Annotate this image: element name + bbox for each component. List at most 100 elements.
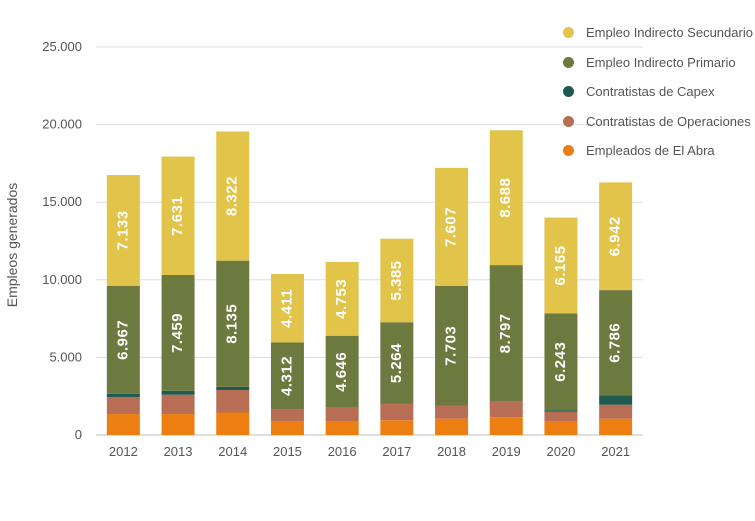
legend-item: Empleo Indirecto Primario xyxy=(563,48,753,78)
bar-segment xyxy=(161,394,195,415)
bar-segment xyxy=(106,175,140,286)
bar-segment xyxy=(106,393,140,397)
bar-segment xyxy=(380,238,414,323)
data-label: 4.312 xyxy=(278,356,295,396)
y-axis-title: Empleos generados xyxy=(4,183,20,308)
legend-swatch xyxy=(563,27,574,39)
data-label: 7.631 xyxy=(169,196,186,236)
bar-segment xyxy=(599,395,633,405)
bar-segment xyxy=(270,421,304,435)
bar-segment xyxy=(216,412,250,435)
bar-segment xyxy=(489,130,523,266)
bar-segment xyxy=(544,421,578,435)
bar-segment xyxy=(106,285,140,394)
x-tick-label: 2016 xyxy=(328,444,357,459)
legend-label: Empleo Indirecto Secundario xyxy=(586,25,753,41)
y-tick-label: 15.000 xyxy=(42,194,82,209)
x-tick-label: 2013 xyxy=(164,444,193,459)
bar-segment xyxy=(325,335,359,408)
bar-segment xyxy=(435,418,469,435)
x-tick-label: 2015 xyxy=(273,444,302,459)
data-label: 8.688 xyxy=(497,178,514,218)
bar-segment xyxy=(325,407,359,422)
data-label: 6.942 xyxy=(607,216,624,256)
data-label: 5.264 xyxy=(388,343,405,383)
bar-segment xyxy=(270,409,304,422)
data-label: 4.646 xyxy=(333,352,350,392)
bar-segment xyxy=(544,410,578,412)
bar-segment xyxy=(544,411,578,422)
bar-segment xyxy=(435,405,469,419)
bar-segment xyxy=(489,265,523,402)
x-tick-label: 2017 xyxy=(382,444,411,459)
bar-segment xyxy=(380,420,414,435)
bar-segment xyxy=(216,131,250,261)
x-tick-label: 2014 xyxy=(218,444,247,459)
x-tick-label: 2020 xyxy=(546,444,575,459)
y-tick-label: 10.000 xyxy=(42,272,82,287)
legend-item: Contratistas de Capex xyxy=(563,77,753,107)
legend-label: Contratistas de Operaciones xyxy=(586,113,751,129)
bar-segment xyxy=(380,322,414,404)
data-label: 6.967 xyxy=(114,320,131,360)
data-label: 7.703 xyxy=(443,326,460,366)
data-label: 6.243 xyxy=(552,342,569,382)
bars: 6.967 7.133 7.459 7.631 8.135 8.322 4.312 4.411… xyxy=(106,130,633,435)
legend-label: Contratistas de Capex xyxy=(586,84,715,100)
bar-segment xyxy=(216,386,250,390)
data-label: 7.459 xyxy=(169,313,186,353)
bar-segment xyxy=(161,275,195,391)
data-label: 8.135 xyxy=(224,304,241,344)
legend-swatch xyxy=(563,56,574,68)
x-tick-label: 2019 xyxy=(492,444,521,459)
x-tick-label: 2021 xyxy=(601,444,630,459)
data-label: 4.411 xyxy=(278,289,295,328)
bar-segment xyxy=(216,389,250,413)
bar-segment xyxy=(325,261,359,336)
bar-segment xyxy=(106,414,140,435)
bar-segment xyxy=(270,342,304,410)
x-axis: 2012 2013 2014 2015 2016 2017 2018 2019 2020 2021 xyxy=(109,444,630,459)
y-axis: 0 5.000 10.000 15.000 20.000 25.000 xyxy=(42,39,82,442)
data-label: 7.133 xyxy=(114,210,131,250)
bar-segment xyxy=(106,396,140,415)
bar-segment xyxy=(599,290,633,396)
bar-segment xyxy=(599,182,633,291)
y-tick-label: 25.000 xyxy=(42,39,82,54)
bar-segment xyxy=(544,313,578,411)
legend-label: Empleados de El Abra xyxy=(586,143,715,159)
y-tick-label: 20.000 xyxy=(42,117,82,132)
bar-segment xyxy=(380,403,414,421)
legend-item: Empleados de El Abra xyxy=(563,136,753,166)
bar-segment xyxy=(435,167,469,286)
bar-segment xyxy=(270,274,304,343)
legend-swatch xyxy=(563,145,574,157)
bar-segment xyxy=(599,404,633,419)
bar-segment xyxy=(161,414,195,435)
bar-segment xyxy=(161,156,195,276)
bar-segment xyxy=(544,217,578,314)
bar-segment xyxy=(435,285,469,406)
bar-segment xyxy=(489,401,523,418)
bar-segment xyxy=(489,417,523,435)
legend-swatch xyxy=(563,86,574,98)
data-label: 6.165 xyxy=(552,245,569,285)
data-label: 7.607 xyxy=(443,207,460,247)
bar-segment xyxy=(216,260,250,387)
bar-segment xyxy=(161,390,195,395)
data-label: 8.322 xyxy=(224,176,241,216)
data-label: 4.753 xyxy=(333,279,350,319)
data-label: 8.797 xyxy=(497,313,514,353)
x-tick-label: 2018 xyxy=(437,444,466,459)
legend-label: Empleo Indirecto Primario xyxy=(586,54,736,70)
data-label: 5.385 xyxy=(388,260,405,300)
x-tick-label: 2012 xyxy=(109,444,138,459)
bar-segment xyxy=(599,418,633,435)
data-label: 6.786 xyxy=(607,323,624,363)
y-tick-label: 0 xyxy=(75,427,82,442)
bar-segment xyxy=(325,421,359,435)
y-tick-label: 5.000 xyxy=(49,349,82,364)
legend: Empleo Indirecto Secundario Empleo Indire… xyxy=(563,18,753,166)
legend-item: Contratistas de Operaciones xyxy=(563,107,753,137)
